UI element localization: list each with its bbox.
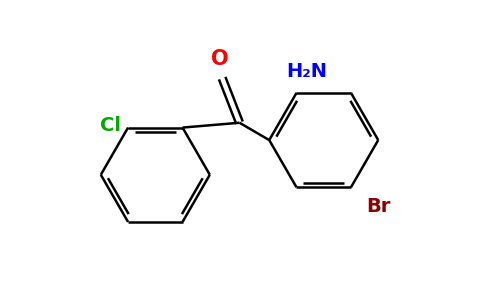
Text: Br: Br: [366, 197, 390, 216]
Text: O: O: [211, 49, 228, 69]
Text: Cl: Cl: [100, 116, 121, 135]
Text: H₂N: H₂N: [286, 61, 327, 80]
